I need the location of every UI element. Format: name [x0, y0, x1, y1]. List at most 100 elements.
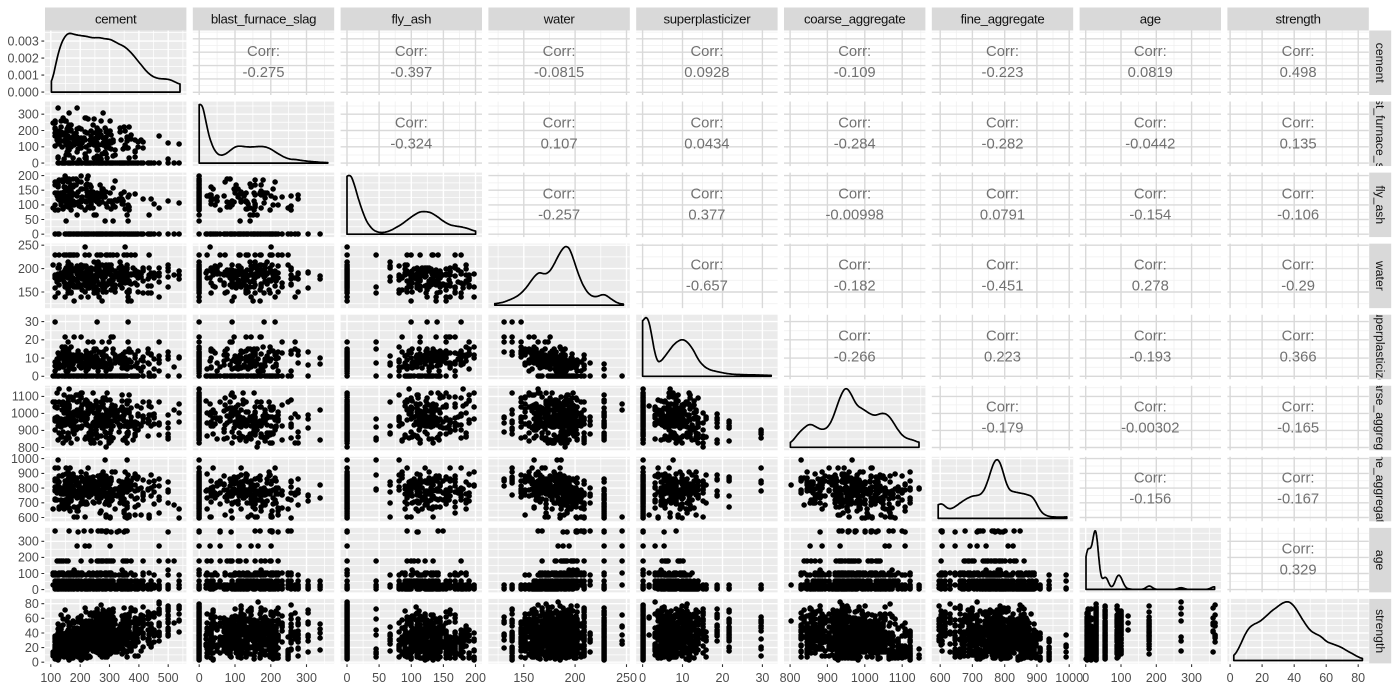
svg-text:0.0819: 0.0819: [1128, 65, 1173, 81]
svg-text:800: 800: [994, 671, 1015, 685]
svg-text:20: 20: [1255, 671, 1269, 685]
svg-text:0: 0: [196, 671, 203, 685]
svg-text:0: 0: [32, 370, 39, 384]
svg-text:Corr:: Corr:: [986, 186, 1019, 202]
svg-text:0: 0: [639, 671, 646, 685]
svg-text:0.002: 0.002: [8, 51, 39, 65]
svg-text:40: 40: [1287, 671, 1301, 685]
svg-text:1000: 1000: [1055, 671, 1083, 685]
svg-text:-0.154: -0.154: [1129, 207, 1171, 223]
svg-text:20: 20: [25, 641, 39, 655]
svg-text:superplasticizer: superplasticizer: [663, 12, 751, 27]
svg-text:150: 150: [513, 671, 534, 685]
svg-text:0.278: 0.278: [1132, 278, 1169, 294]
svg-text:60: 60: [25, 612, 39, 626]
svg-text:0.0928: 0.0928: [684, 65, 729, 81]
svg-text:0: 0: [344, 671, 351, 685]
svg-text:-0.282: -0.282: [982, 136, 1024, 152]
svg-text:cement: cement: [95, 12, 137, 27]
svg-text:300: 300: [296, 671, 317, 685]
svg-text:-0.193: -0.193: [1129, 349, 1171, 365]
svg-text:coarse_aggregate: coarse_aggregate: [804, 12, 906, 27]
svg-text:200: 200: [465, 671, 486, 685]
svg-text:Corr:: Corr:: [395, 115, 428, 131]
svg-text:-0.00998: -0.00998: [825, 207, 883, 223]
svg-text:-0.324: -0.324: [390, 136, 432, 152]
svg-text:300: 300: [99, 671, 120, 685]
svg-text:800: 800: [18, 481, 39, 495]
svg-text:Corr:: Corr:: [1282, 471, 1315, 487]
svg-text:200: 200: [260, 671, 281, 685]
svg-text:600: 600: [18, 511, 39, 525]
svg-text:-0.106: -0.106: [1277, 207, 1319, 223]
svg-text:Corr:: Corr:: [838, 186, 871, 202]
svg-text:strength: strength: [1275, 12, 1320, 27]
svg-text:cement: cement: [1373, 43, 1387, 84]
svg-text:-0.257: -0.257: [538, 207, 580, 223]
svg-text:1100: 1100: [889, 671, 916, 685]
svg-text:50: 50: [372, 671, 386, 685]
svg-text:Corr:: Corr:: [1134, 186, 1167, 202]
svg-text:Corr:: Corr:: [1282, 328, 1315, 344]
svg-text:1100: 1100: [12, 390, 39, 404]
svg-text:Corr:: Corr:: [1282, 44, 1315, 60]
svg-text:-0.156: -0.156: [1129, 492, 1171, 508]
svg-text:600: 600: [930, 671, 951, 685]
svg-text:0.0791: 0.0791: [980, 207, 1025, 223]
svg-text:900: 900: [18, 424, 39, 438]
svg-text:150: 150: [18, 285, 39, 299]
svg-text:100: 100: [18, 567, 39, 581]
svg-text:0.000: 0.000: [8, 85, 39, 99]
svg-text:Corr:: Corr:: [690, 115, 723, 131]
svg-text:-0.451: -0.451: [982, 278, 1024, 294]
svg-text:0: 0: [32, 583, 39, 597]
svg-text:100: 100: [18, 140, 39, 154]
svg-text:1000: 1000: [11, 407, 39, 421]
svg-text:Corr:: Corr:: [395, 44, 428, 60]
svg-text:-0.284: -0.284: [834, 136, 876, 152]
svg-text:150: 150: [18, 184, 39, 198]
svg-text:Corr:: Corr:: [838, 257, 871, 273]
svg-text:Corr:: Corr:: [986, 328, 1019, 344]
svg-text:fine_aggregate: fine_aggregate: [1373, 448, 1387, 530]
svg-text:20: 20: [25, 333, 39, 347]
svg-text:Corr:: Corr:: [1282, 115, 1315, 131]
svg-text:300: 300: [1181, 671, 1202, 685]
svg-text:100: 100: [225, 671, 246, 685]
svg-text:1000: 1000: [851, 671, 879, 685]
svg-text:200: 200: [70, 671, 91, 685]
svg-text:Corr:: Corr:: [838, 115, 871, 131]
svg-text:superplasticizer: superplasticizer: [1373, 305, 1387, 390]
svg-text:0.329: 0.329: [1280, 563, 1317, 579]
svg-text:Corr:: Corr:: [1134, 471, 1167, 487]
svg-text:10: 10: [25, 351, 39, 365]
svg-text:400: 400: [128, 671, 149, 685]
svg-text:-0.266: -0.266: [834, 349, 876, 365]
svg-text:Corr:: Corr:: [1282, 542, 1315, 558]
svg-text:0: 0: [1227, 671, 1234, 685]
svg-text:0.0434: 0.0434: [684, 136, 729, 152]
svg-text:100: 100: [401, 671, 422, 685]
svg-text:30: 30: [755, 671, 769, 685]
svg-text:0.223: 0.223: [984, 349, 1021, 365]
svg-text:age: age: [1140, 12, 1161, 27]
svg-text:0: 0: [32, 156, 39, 170]
svg-text:700: 700: [18, 496, 39, 510]
svg-text:-0.0815: -0.0815: [534, 65, 584, 81]
svg-text:Corr:: Corr:: [838, 44, 871, 60]
svg-text:80: 80: [1351, 671, 1365, 685]
svg-text:0: 0: [32, 656, 39, 670]
svg-text:-0.182: -0.182: [834, 278, 876, 294]
svg-text:200: 200: [18, 262, 39, 276]
svg-text:Corr:: Corr:: [1282, 257, 1315, 273]
svg-text:water: water: [1373, 260, 1387, 291]
svg-text:water: water: [543, 12, 576, 27]
svg-text:Corr:: Corr:: [1134, 257, 1167, 273]
svg-text:800: 800: [780, 671, 801, 685]
svg-text:-0.179: -0.179: [982, 421, 1024, 437]
svg-text:0.107: 0.107: [541, 136, 578, 152]
svg-text:200: 200: [18, 551, 39, 565]
svg-text:0.003: 0.003: [8, 34, 39, 48]
svg-text:Corr:: Corr:: [543, 44, 576, 60]
svg-text:fine_aggregate: fine_aggregate: [961, 12, 1045, 27]
